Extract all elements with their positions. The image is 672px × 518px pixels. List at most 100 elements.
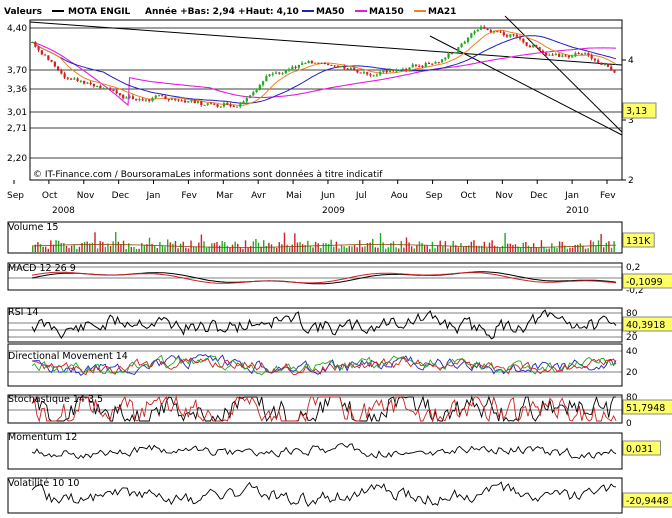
- volume-bar: [346, 247, 348, 252]
- volume-bar: [120, 244, 122, 252]
- volume-bar: [587, 248, 589, 252]
- candle-body: [174, 98, 177, 100]
- candle-body: [525, 42, 528, 46]
- candle-body: [453, 52, 457, 54]
- volume-bar: [605, 242, 608, 252]
- candle-body: [535, 45, 538, 48]
- volume-bar: [322, 243, 325, 252]
- volume-bar: [63, 242, 65, 252]
- support-trendline: [429, 35, 623, 136]
- candle-body: [600, 62, 603, 65]
- candle-body: [60, 69, 63, 74]
- candle-body: [551, 54, 554, 56]
- indicator-tick: 80: [626, 309, 638, 319]
- volume-bar: [161, 245, 164, 252]
- volume-bar: [390, 243, 392, 252]
- volume-bar: [364, 246, 366, 252]
- volume-bar: [410, 246, 413, 252]
- volume-bar: [340, 245, 343, 252]
- month-label: Oct: [42, 191, 58, 201]
- candle-body: [164, 96, 167, 99]
- candle-body: [112, 89, 115, 91]
- credit-text: © IT-Finance.com / BoursoramaLes informa…: [33, 169, 383, 180]
- volume-bar: [151, 243, 153, 252]
- candle-body: [558, 53, 561, 57]
- volume-bar: [434, 248, 436, 252]
- header-range: Année +Bas: 2,94 +Haut: 4,10: [145, 6, 299, 17]
- volume-bar: [408, 242, 410, 252]
- volume-bar: [527, 245, 530, 252]
- volume-bar: [343, 246, 345, 252]
- volume-bar: [473, 240, 475, 252]
- macd-signal-line: [31, 271, 617, 284]
- indicator-value: 51,7948: [626, 403, 665, 414]
- volume-bar: [135, 248, 138, 252]
- volume-bar: [250, 246, 252, 252]
- momentum-line: [31, 443, 617, 460]
- volume-bar: [327, 244, 330, 252]
- volume-bar: [218, 245, 221, 252]
- candle-body: [109, 88, 112, 90]
- price-tick-left: 3,36: [7, 85, 27, 95]
- volume-bar: [613, 241, 615, 252]
- candle-body: [434, 62, 437, 64]
- volume-bar: [600, 233, 602, 252]
- volume-bar: [449, 246, 452, 252]
- volume-bar: [255, 238, 257, 252]
- candle-body: [323, 62, 327, 65]
- volume-bar: [457, 247, 460, 252]
- volume-bar: [387, 247, 389, 252]
- candle-body: [541, 50, 544, 53]
- volume-bar: [312, 247, 314, 252]
- month-label: Fev: [181, 191, 197, 201]
- volume-bar: [286, 244, 288, 252]
- volume-bar: [436, 246, 439, 252]
- volume-bar: [455, 245, 457, 252]
- volume-bar: [504, 232, 506, 252]
- volume-bar: [185, 247, 187, 252]
- volume-bar: [426, 245, 428, 252]
- indicator-panel-3: [7, 307, 623, 343]
- stock-legend-swatch: [52, 10, 64, 12]
- volume-bar: [73, 244, 75, 252]
- volume-bar: [403, 247, 405, 252]
- candle-body: [239, 102, 242, 107]
- legend-swatch-ma50: [302, 10, 314, 12]
- candle-body: [206, 103, 209, 105]
- candle-body: [216, 104, 219, 107]
- candle-body: [431, 63, 434, 65]
- candle-body: [177, 99, 180, 101]
- candle-body: [200, 101, 203, 105]
- candle-body: [512, 34, 515, 36]
- volume-bar: [32, 246, 34, 252]
- dmi-plus-line: [31, 354, 617, 377]
- indicator-value-box: [622, 440, 661, 456]
- volume-bar: [494, 245, 496, 252]
- volume-bar: [566, 248, 569, 252]
- volume-bar: [333, 246, 335, 252]
- volume-bar: [91, 242, 94, 252]
- legend-ma150: MA150: [369, 7, 404, 17]
- volume-bar: [205, 247, 208, 252]
- candle-body: [317, 62, 320, 64]
- candle-body: [538, 47, 541, 51]
- volume-bar: [372, 238, 374, 252]
- stochastic-k-line: [31, 395, 616, 423]
- candle-body: [499, 31, 502, 33]
- volume-bar: [81, 243, 83, 252]
- month-label: Nov: [77, 191, 95, 201]
- volume-bar: [514, 244, 517, 252]
- price-tick-left: 3,70: [7, 66, 27, 76]
- volume-bar: [153, 245, 156, 252]
- candle-body: [395, 70, 398, 72]
- volume-bar: [221, 240, 223, 252]
- price-tick-right: 2: [628, 176, 634, 186]
- candle-body: [37, 46, 40, 51]
- candle-body: [476, 29, 479, 32]
- month-label: Mar: [216, 191, 233, 201]
- volume-bar: [335, 241, 338, 252]
- volume-bar: [141, 242, 143, 252]
- candle-body: [138, 99, 141, 101]
- candle-body: [102, 88, 105, 90]
